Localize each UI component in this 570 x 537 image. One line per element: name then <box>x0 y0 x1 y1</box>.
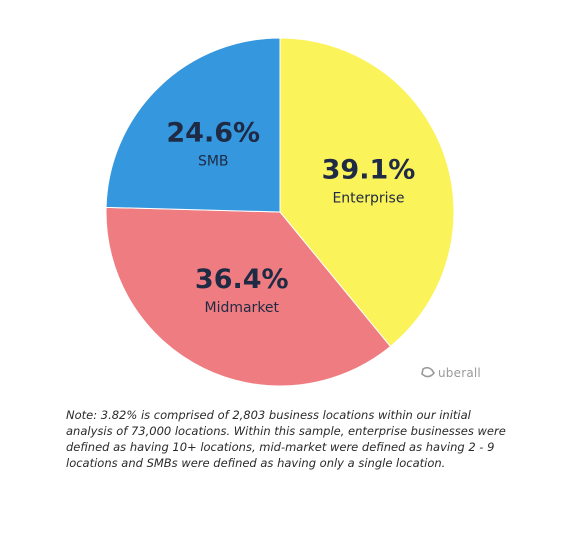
slice-value-label-smb: 24.6% <box>166 117 260 148</box>
pie-slice-smb <box>105 37 281 213</box>
pie-slice-midmarket <box>105 206 392 387</box>
pie-chart: 39.1% Enterprise 36.4% Midmarket 24.6% SMB <box>105 37 455 387</box>
slice-category-label-smb: SMB <box>198 153 229 169</box>
uberall-logo-text: uberall <box>438 366 481 380</box>
uberall-logo: uberall <box>420 366 481 380</box>
slice-category-label-enterprise: Enterprise <box>332 190 404 206</box>
uberall-logo-icon <box>421 367 435 378</box>
pie-slice-enterprise <box>279 37 455 348</box>
slice-value-label-enterprise: 39.1% <box>322 154 416 185</box>
slice-value-label-midmarket: 36.4% <box>195 264 289 295</box>
slice-category-label-midmarket: Midmarket <box>204 300 279 316</box>
chart-footnote: Note: 3.82% is comprised of 2,803 busine… <box>66 408 506 470</box>
